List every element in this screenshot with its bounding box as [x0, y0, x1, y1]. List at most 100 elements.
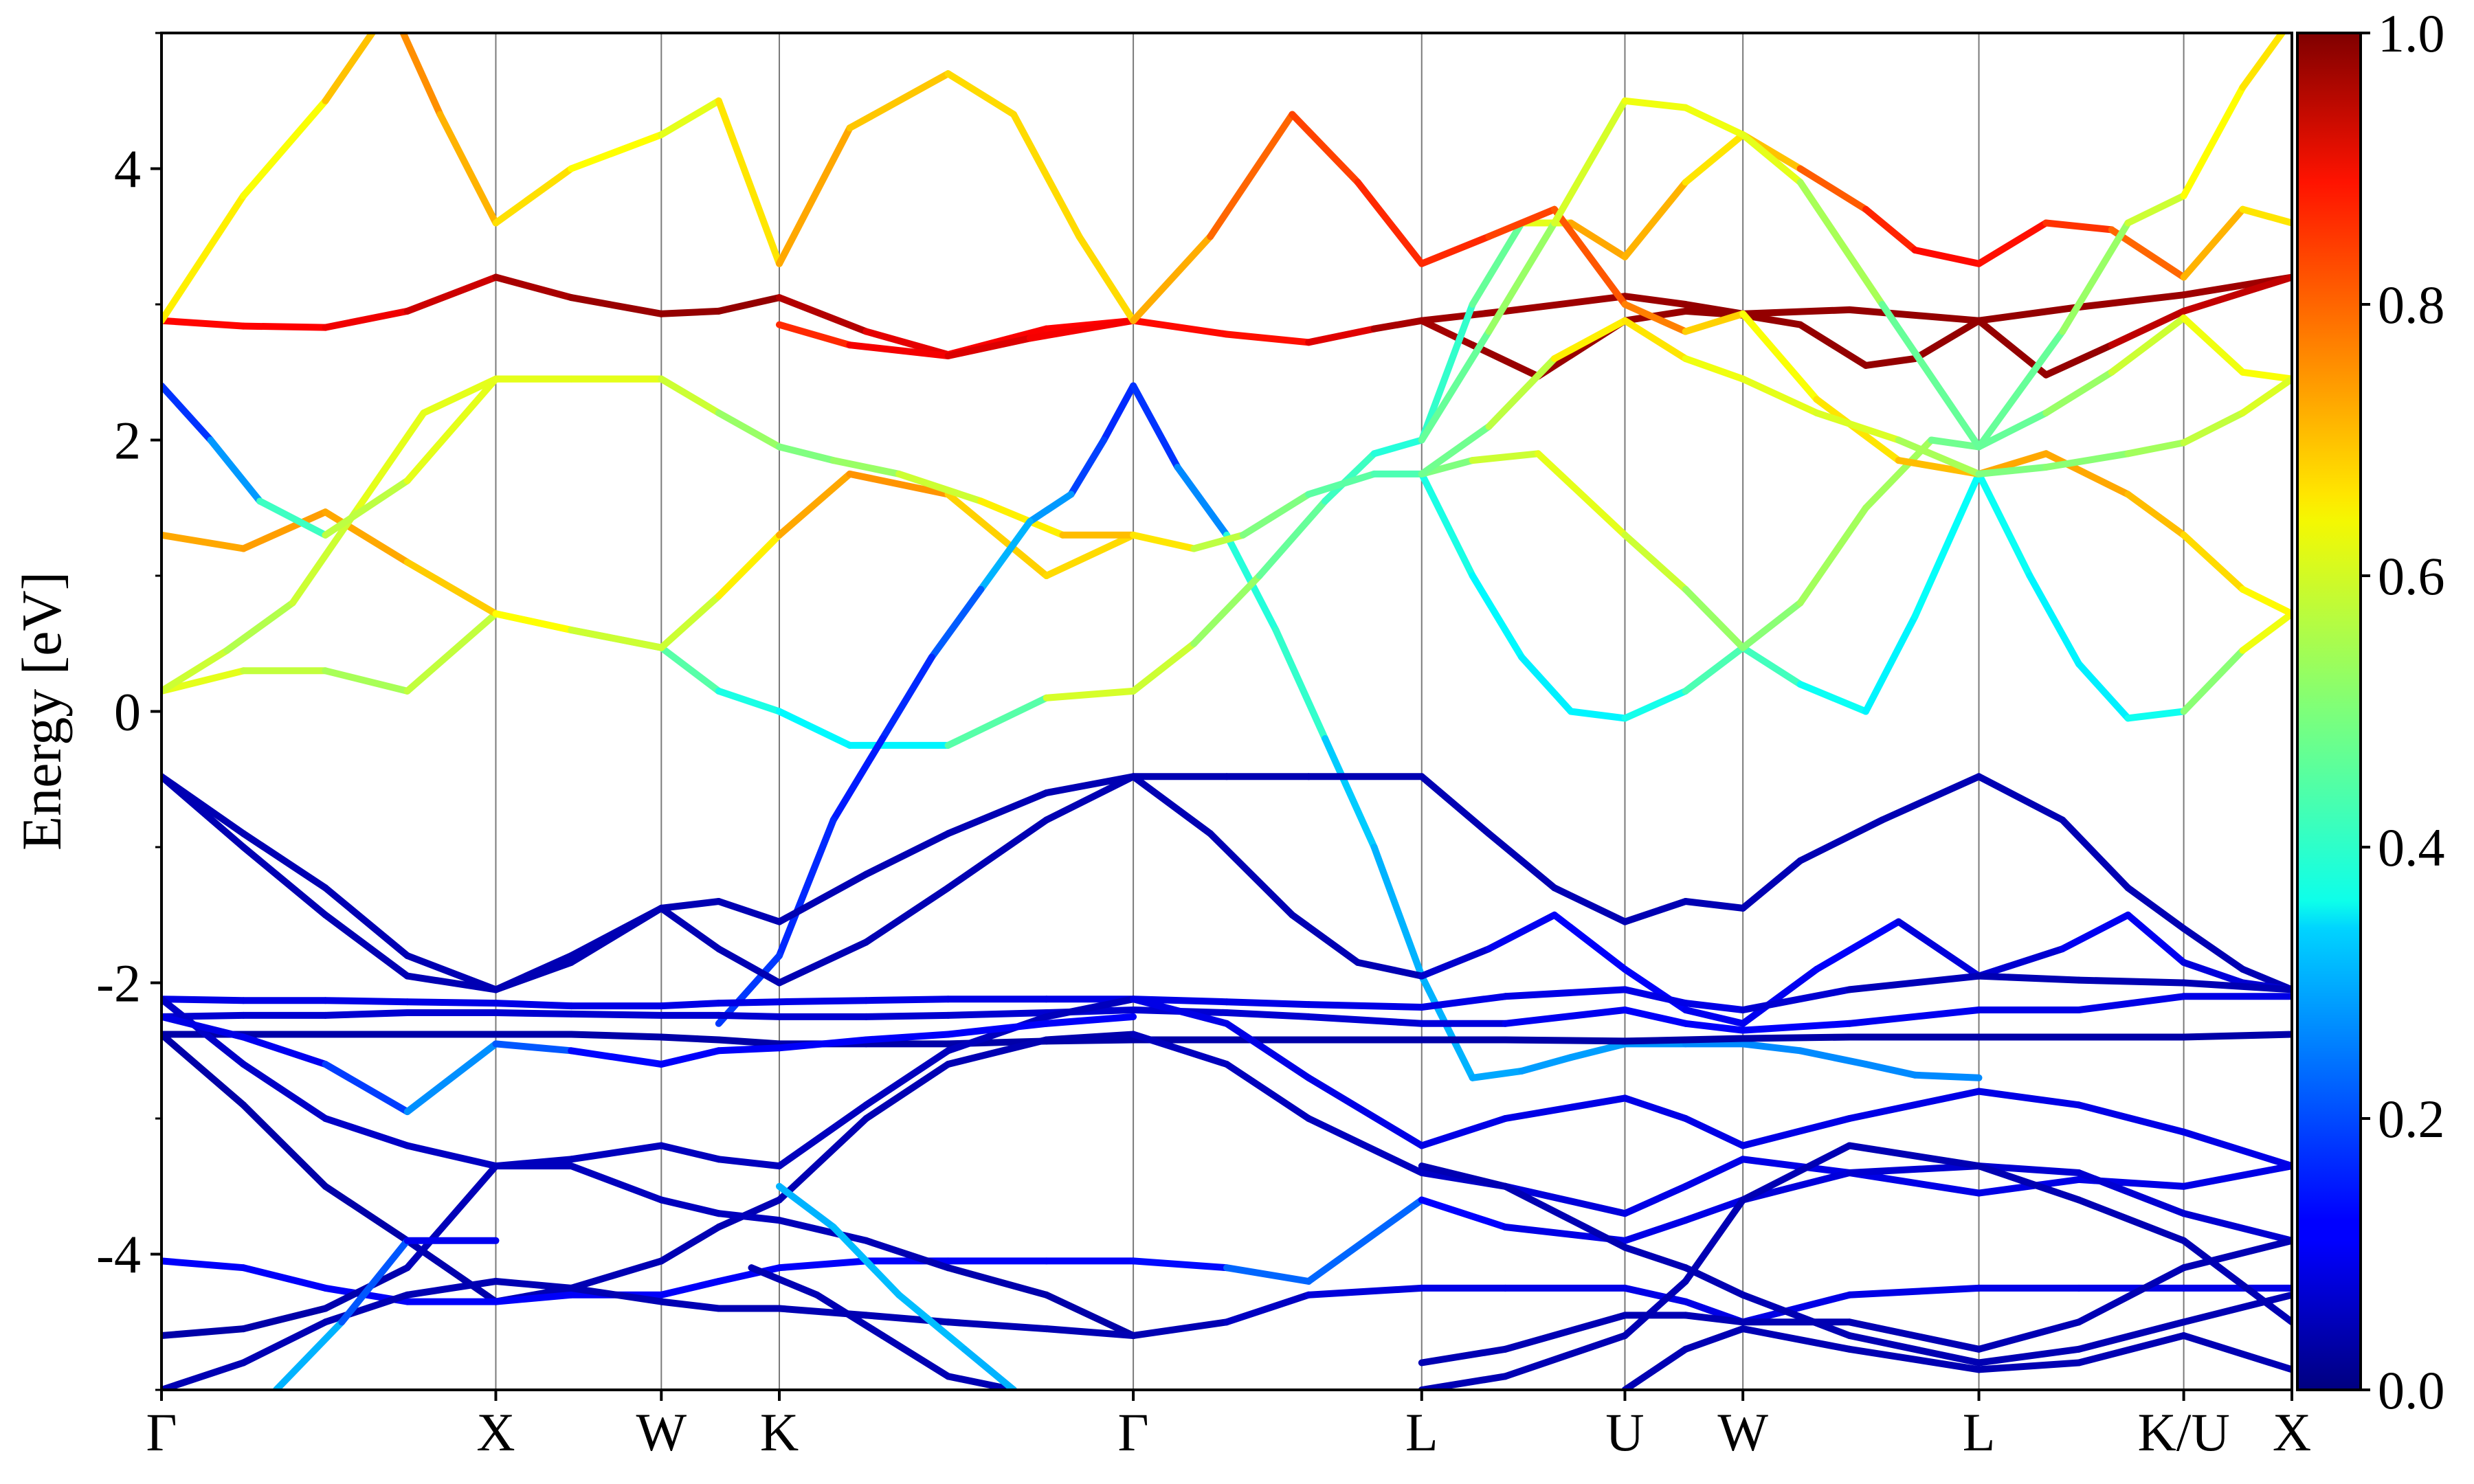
- band-segment: [2042, 341, 2115, 379]
- band-segment: [161, 1031, 247, 1109]
- band-segment: [403, 1278, 500, 1298]
- x-tick-label: X: [476, 1402, 515, 1462]
- band-segment: [568, 627, 665, 651]
- band-segment: [1928, 436, 1983, 451]
- band-segment: [2124, 439, 2187, 458]
- band-32: [272, 1237, 500, 1390]
- band-segment: [1502, 1312, 1629, 1353]
- band-segment: [1621, 1094, 1689, 1122]
- band-segment: [1518, 653, 1574, 715]
- band-segment: [1621, 1182, 1689, 1217]
- band-27: [161, 1013, 1137, 1116]
- band-segment: [2075, 1101, 2187, 1136]
- band-segment: [161, 192, 247, 324]
- band-segment: [776, 1182, 837, 1230]
- band-segment: [1550, 97, 1629, 227]
- band-segment: [658, 898, 722, 912]
- band-segment: [1418, 1196, 1509, 1230]
- band-segment: [403, 972, 500, 993]
- band-segment: [2180, 314, 2247, 376]
- band-6: [161, 375, 665, 695]
- band-segment: [658, 1224, 722, 1265]
- band-17: [1418, 317, 2292, 477]
- band-segment: [2180, 205, 2247, 281]
- band-segment: [1682, 355, 1747, 383]
- band-segment: [961, 1345, 1017, 1390]
- band-segment: [322, 1009, 411, 1019]
- band-segment: [2042, 450, 2132, 498]
- band-segment: [568, 294, 665, 317]
- band-segment: [1100, 382, 1137, 444]
- band-segment: [829, 1224, 903, 1298]
- band-39: [1418, 1162, 2292, 1367]
- band-segment: [776, 1257, 870, 1272]
- band-0: [161, 273, 1137, 359]
- colorbar-tick-label: 0.0: [2378, 1360, 2445, 1420]
- band-segment: [1682, 131, 1747, 186]
- band-segment: [161, 382, 214, 444]
- band-segment: [2042, 450, 2132, 471]
- band-segment: [1485, 219, 1558, 335]
- band-7: [161, 33, 1137, 324]
- band-segment: [1223, 1061, 1313, 1122]
- band-segment: [1739, 986, 1853, 1013]
- band-segment: [322, 477, 411, 539]
- band-segment: [944, 335, 1034, 359]
- band-segment: [1846, 1162, 1983, 1176]
- band-segment: [715, 1044, 783, 1055]
- band-segment: [1895, 918, 1983, 980]
- band-segment: [2026, 572, 2082, 668]
- band-segment: [1550, 911, 1629, 973]
- band-segment: [2180, 1237, 2292, 1272]
- band-segment: [2239, 610, 2292, 654]
- band-38: [1130, 1284, 2292, 1339]
- band-segment: [1682, 1007, 1747, 1027]
- band-segment: [2075, 993, 2187, 1013]
- band-segment: [776, 1217, 870, 1244]
- band-segment: [568, 904, 665, 966]
- band-segment: [715, 1264, 783, 1285]
- band-segment: [1469, 1067, 1526, 1081]
- band-segment: [1621, 1345, 1689, 1390]
- band-segment: [977, 497, 1067, 539]
- band-segment: [1796, 165, 1869, 213]
- band-segment: [1682, 1156, 1747, 1190]
- band-segment: [944, 1009, 1050, 1019]
- band-segment: [1418, 1115, 1509, 1149]
- band-segment: [1975, 219, 2050, 267]
- band-segment: [1043, 531, 1137, 579]
- band-segment: [322, 1291, 411, 1326]
- band-segment: [1256, 497, 1329, 579]
- band-35: [1130, 996, 2292, 1170]
- band-segment: [1043, 1291, 1137, 1339]
- band-segment: [1682, 310, 1747, 335]
- band-segment: [1550, 205, 1629, 308]
- band-segment: [715, 1156, 783, 1170]
- band-segment: [1130, 640, 1198, 695]
- band-segment: [1418, 317, 1476, 349]
- x-tick-label: W: [636, 1402, 687, 1462]
- band-segment: [2180, 1031, 2292, 1041]
- band-segment: [1076, 233, 1137, 324]
- band-segment: [715, 898, 783, 925]
- band-segment: [1518, 1054, 1574, 1075]
- band-segment: [1739, 131, 1804, 186]
- band-segment: [1223, 1009, 1313, 1020]
- band-segment: [322, 1061, 411, 1116]
- band-segment: [1975, 409, 2050, 451]
- band-segment: [1739, 965, 1820, 1027]
- x-tick-label: Γ: [146, 1402, 177, 1462]
- band-segment: [1067, 436, 1108, 498]
- band-segment: [658, 1298, 722, 1312]
- x-tick-label: U: [1605, 1402, 1644, 1462]
- band-segment: [1846, 1345, 1983, 1373]
- band-segment: [322, 667, 411, 695]
- band-segment: [568, 1162, 665, 1204]
- band-segment: [2075, 660, 2132, 722]
- band-segment: [322, 1115, 411, 1149]
- band-segment: [1975, 464, 2050, 477]
- colorbar-axis: 1.0 0.8 0.6 0.4 0.2 0.0: [2361, 3, 2445, 1420]
- band-segment: [1846, 306, 1983, 324]
- band-segment: [1469, 450, 1542, 464]
- band-segment: [1370, 844, 1425, 980]
